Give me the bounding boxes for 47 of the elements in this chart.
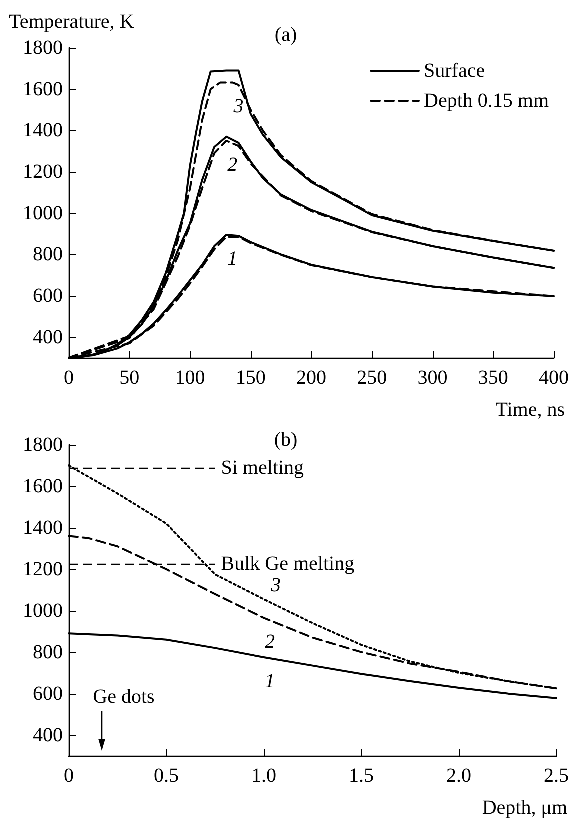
y-tick-label: 600	[33, 682, 63, 705]
annotation: 1	[265, 670, 275, 693]
x-axis-title: Time, ns	[496, 399, 566, 421]
ref-line-label: Si melting	[221, 456, 304, 479]
y-tick-label: 800	[33, 244, 63, 266]
y-tick-label: 1200	[23, 558, 63, 580]
x-tick-label: 100	[175, 367, 206, 389]
y-tick-label: 1200	[23, 161, 63, 183]
x-tick-label: 400	[539, 367, 569, 389]
ref-line-label: Bulk Ge melting	[221, 553, 355, 576]
annotation: 3	[232, 96, 244, 118]
y-tick-label: 1600	[23, 78, 63, 100]
x-tick-label: 300	[418, 367, 448, 389]
legend-label: Depth 0.15 mm	[424, 90, 550, 112]
x-axis-title: Depth, μm	[482, 797, 568, 819]
x-tick-label: 250	[357, 367, 388, 389]
y-tick-label: 1000	[23, 202, 63, 224]
y-tick-label: 400	[33, 724, 63, 746]
legend-label: Surface	[424, 60, 486, 82]
y-tick-label: 600	[33, 285, 63, 307]
y-tick-label: 1800	[23, 434, 63, 456]
x-tick-label: 1.5	[349, 765, 374, 787]
x-tick-label: 2.0	[446, 765, 472, 787]
x-tick-label: 50	[120, 367, 140, 389]
chart-title: (b)	[274, 429, 298, 451]
y-tick-label: 1400	[23, 516, 63, 539]
y-tick-label: 1000	[23, 600, 63, 622]
x-tick-label: 350	[478, 367, 508, 389]
annotation: 3	[270, 574, 281, 596]
chart-title: (a)	[274, 24, 298, 46]
y-axis-title: Temperature, K	[9, 11, 135, 33]
y-tick-label: 1800	[23, 37, 63, 59]
y-tick-label: 800	[33, 641, 63, 664]
x-tick-label: 200	[296, 367, 326, 389]
annotation: 1	[228, 248, 238, 270]
y-tick-label: 1600	[23, 475, 63, 498]
x-tick-label: 1.0	[252, 765, 276, 787]
x-tick-label: 2.5	[544, 765, 569, 787]
annotation: 2	[228, 154, 238, 176]
x-tick-label: 0	[64, 765, 74, 787]
annotation: Ge dots	[93, 686, 156, 708]
x-tick-label: 150	[236, 367, 266, 389]
y-tick-label: 400	[33, 326, 63, 348]
y-tick-label: 1400	[23, 120, 63, 142]
x-tick-label: 0.5	[154, 765, 179, 787]
x-tick-label: 0	[64, 367, 74, 389]
annotation: 2	[265, 631, 275, 654]
